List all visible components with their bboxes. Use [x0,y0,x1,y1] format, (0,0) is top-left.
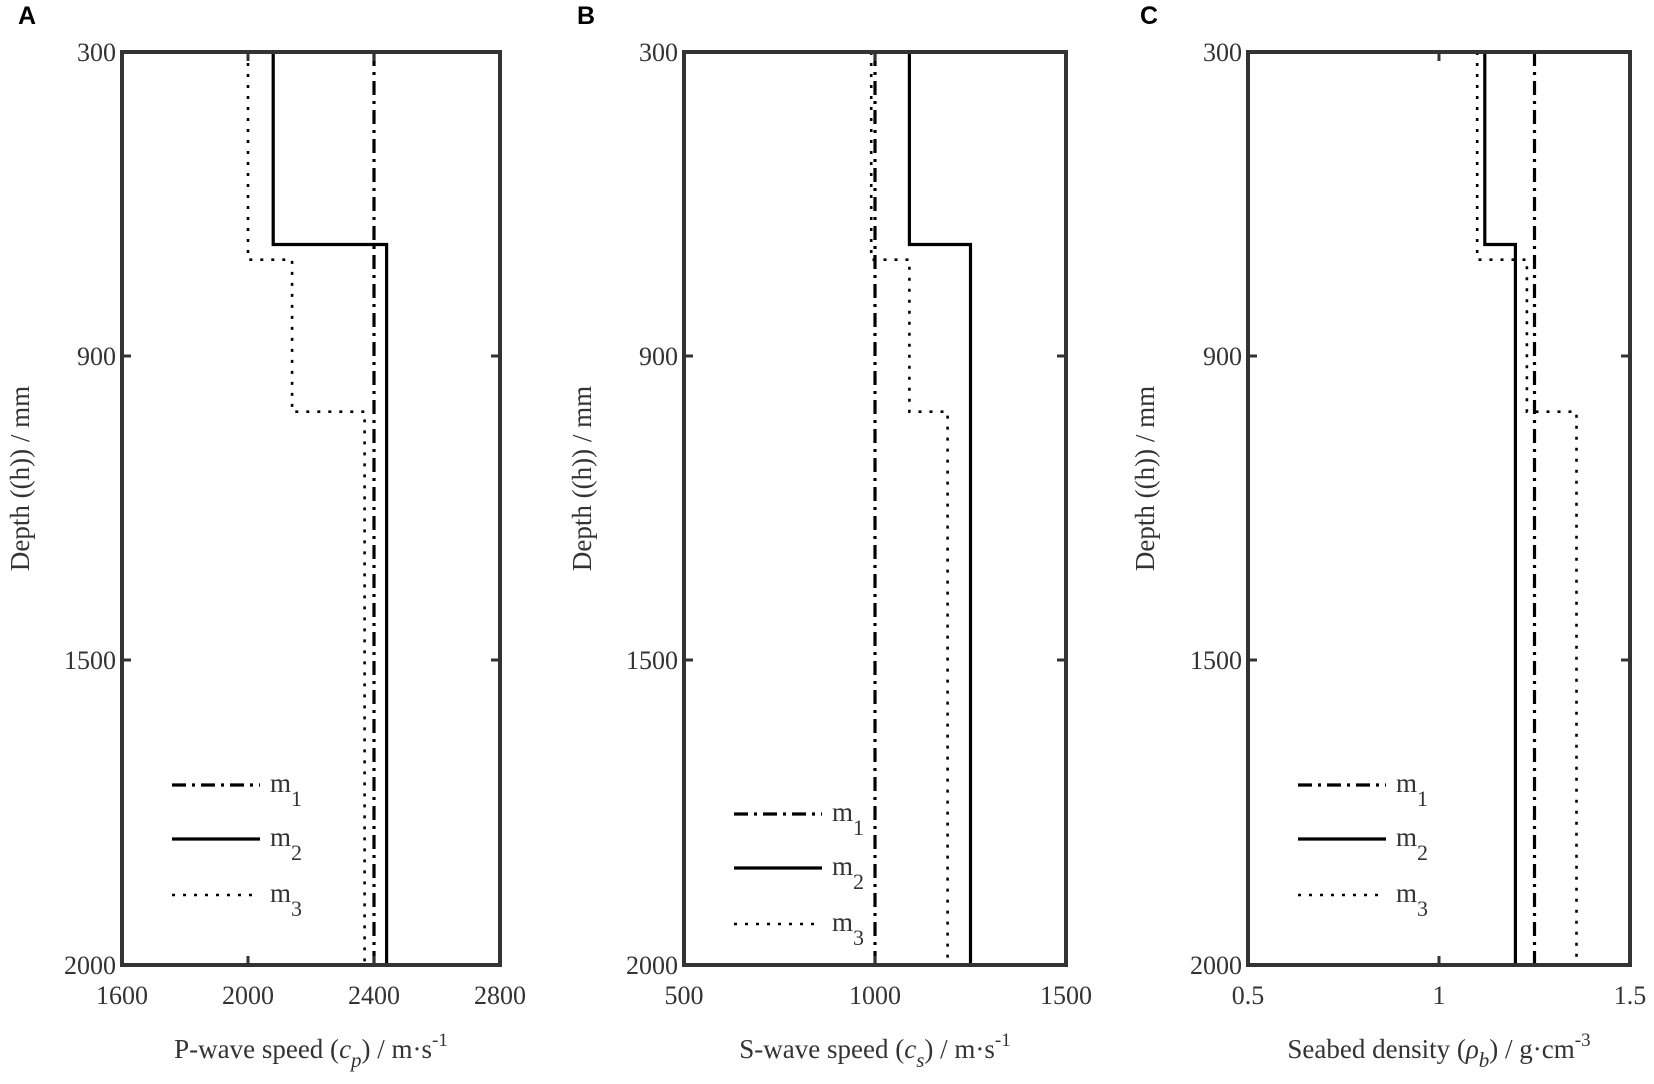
y-tick-label: 2000 [64,951,116,980]
y-tick-label: 900 [1203,342,1242,371]
series-line-m3 [1475,52,1578,965]
x-tick-label: 2000 [222,981,274,1010]
x-tick-label: 0.5 [1232,981,1265,1010]
axes-box [120,50,502,967]
x-tick-label: 1.5 [1614,981,1647,1010]
legend-label-m1: m1 [1396,768,1428,811]
legend-label-m1: m1 [832,797,864,840]
x-tick-label: 1500 [1040,981,1092,1010]
series-line-m2 [271,52,389,965]
y-tick-label: 1500 [626,646,678,675]
x-tick-label: 2400 [348,981,400,1010]
x-tick-label: 1600 [96,981,148,1010]
y-axis-label: Depth ((h)) / mm [5,386,35,571]
x-axis-label: P-wave speed (cp) / m·s-1 [174,1030,448,1072]
legend-label-m2: m2 [1396,822,1428,865]
y-tick-label: 300 [77,38,116,67]
legend-label-m2: m2 [832,851,864,894]
series-line-m3 [869,52,949,965]
x-tick-label: 2800 [474,981,526,1010]
y-tick-label: 1500 [64,646,116,675]
y-tick-label: 900 [77,342,116,371]
y-tick-label: 300 [639,38,678,67]
x-axis-label: S-wave speed (cs) / m·s-1 [739,1030,1010,1072]
series-line-m3 [246,52,366,965]
series-line-m2 [1483,52,1518,965]
x-tick-label: 1000 [849,981,901,1010]
panel-letter-c: C [1140,2,1159,30]
legend-label-m3: m3 [832,907,864,950]
x-axis-label: Seabed density (ρb) / g·cm-3 [1287,1030,1590,1072]
panel-letter-b: B [577,2,596,30]
y-tick-label: 300 [1203,38,1242,67]
legend-label-m3: m3 [1396,878,1428,921]
x-tick-label: 500 [665,981,704,1010]
legend-label-m3: m3 [270,878,302,921]
y-axis-label: Depth ((h)) / mm [1130,386,1160,571]
y-tick-label: 1500 [1190,646,1242,675]
legend-label-m1: m1 [270,768,302,811]
x-tick-label: 1 [1433,981,1446,1010]
axes-box [1246,50,1632,967]
y-tick-label: 900 [639,342,678,371]
y-tick-label: 2000 [626,951,678,980]
series-line-m2 [907,52,973,965]
panel-letter-a: A [18,2,37,30]
y-axis-label: Depth ((h)) / mm [567,386,597,571]
legend-label-m2: m2 [270,822,302,865]
y-tick-label: 2000 [1190,951,1242,980]
